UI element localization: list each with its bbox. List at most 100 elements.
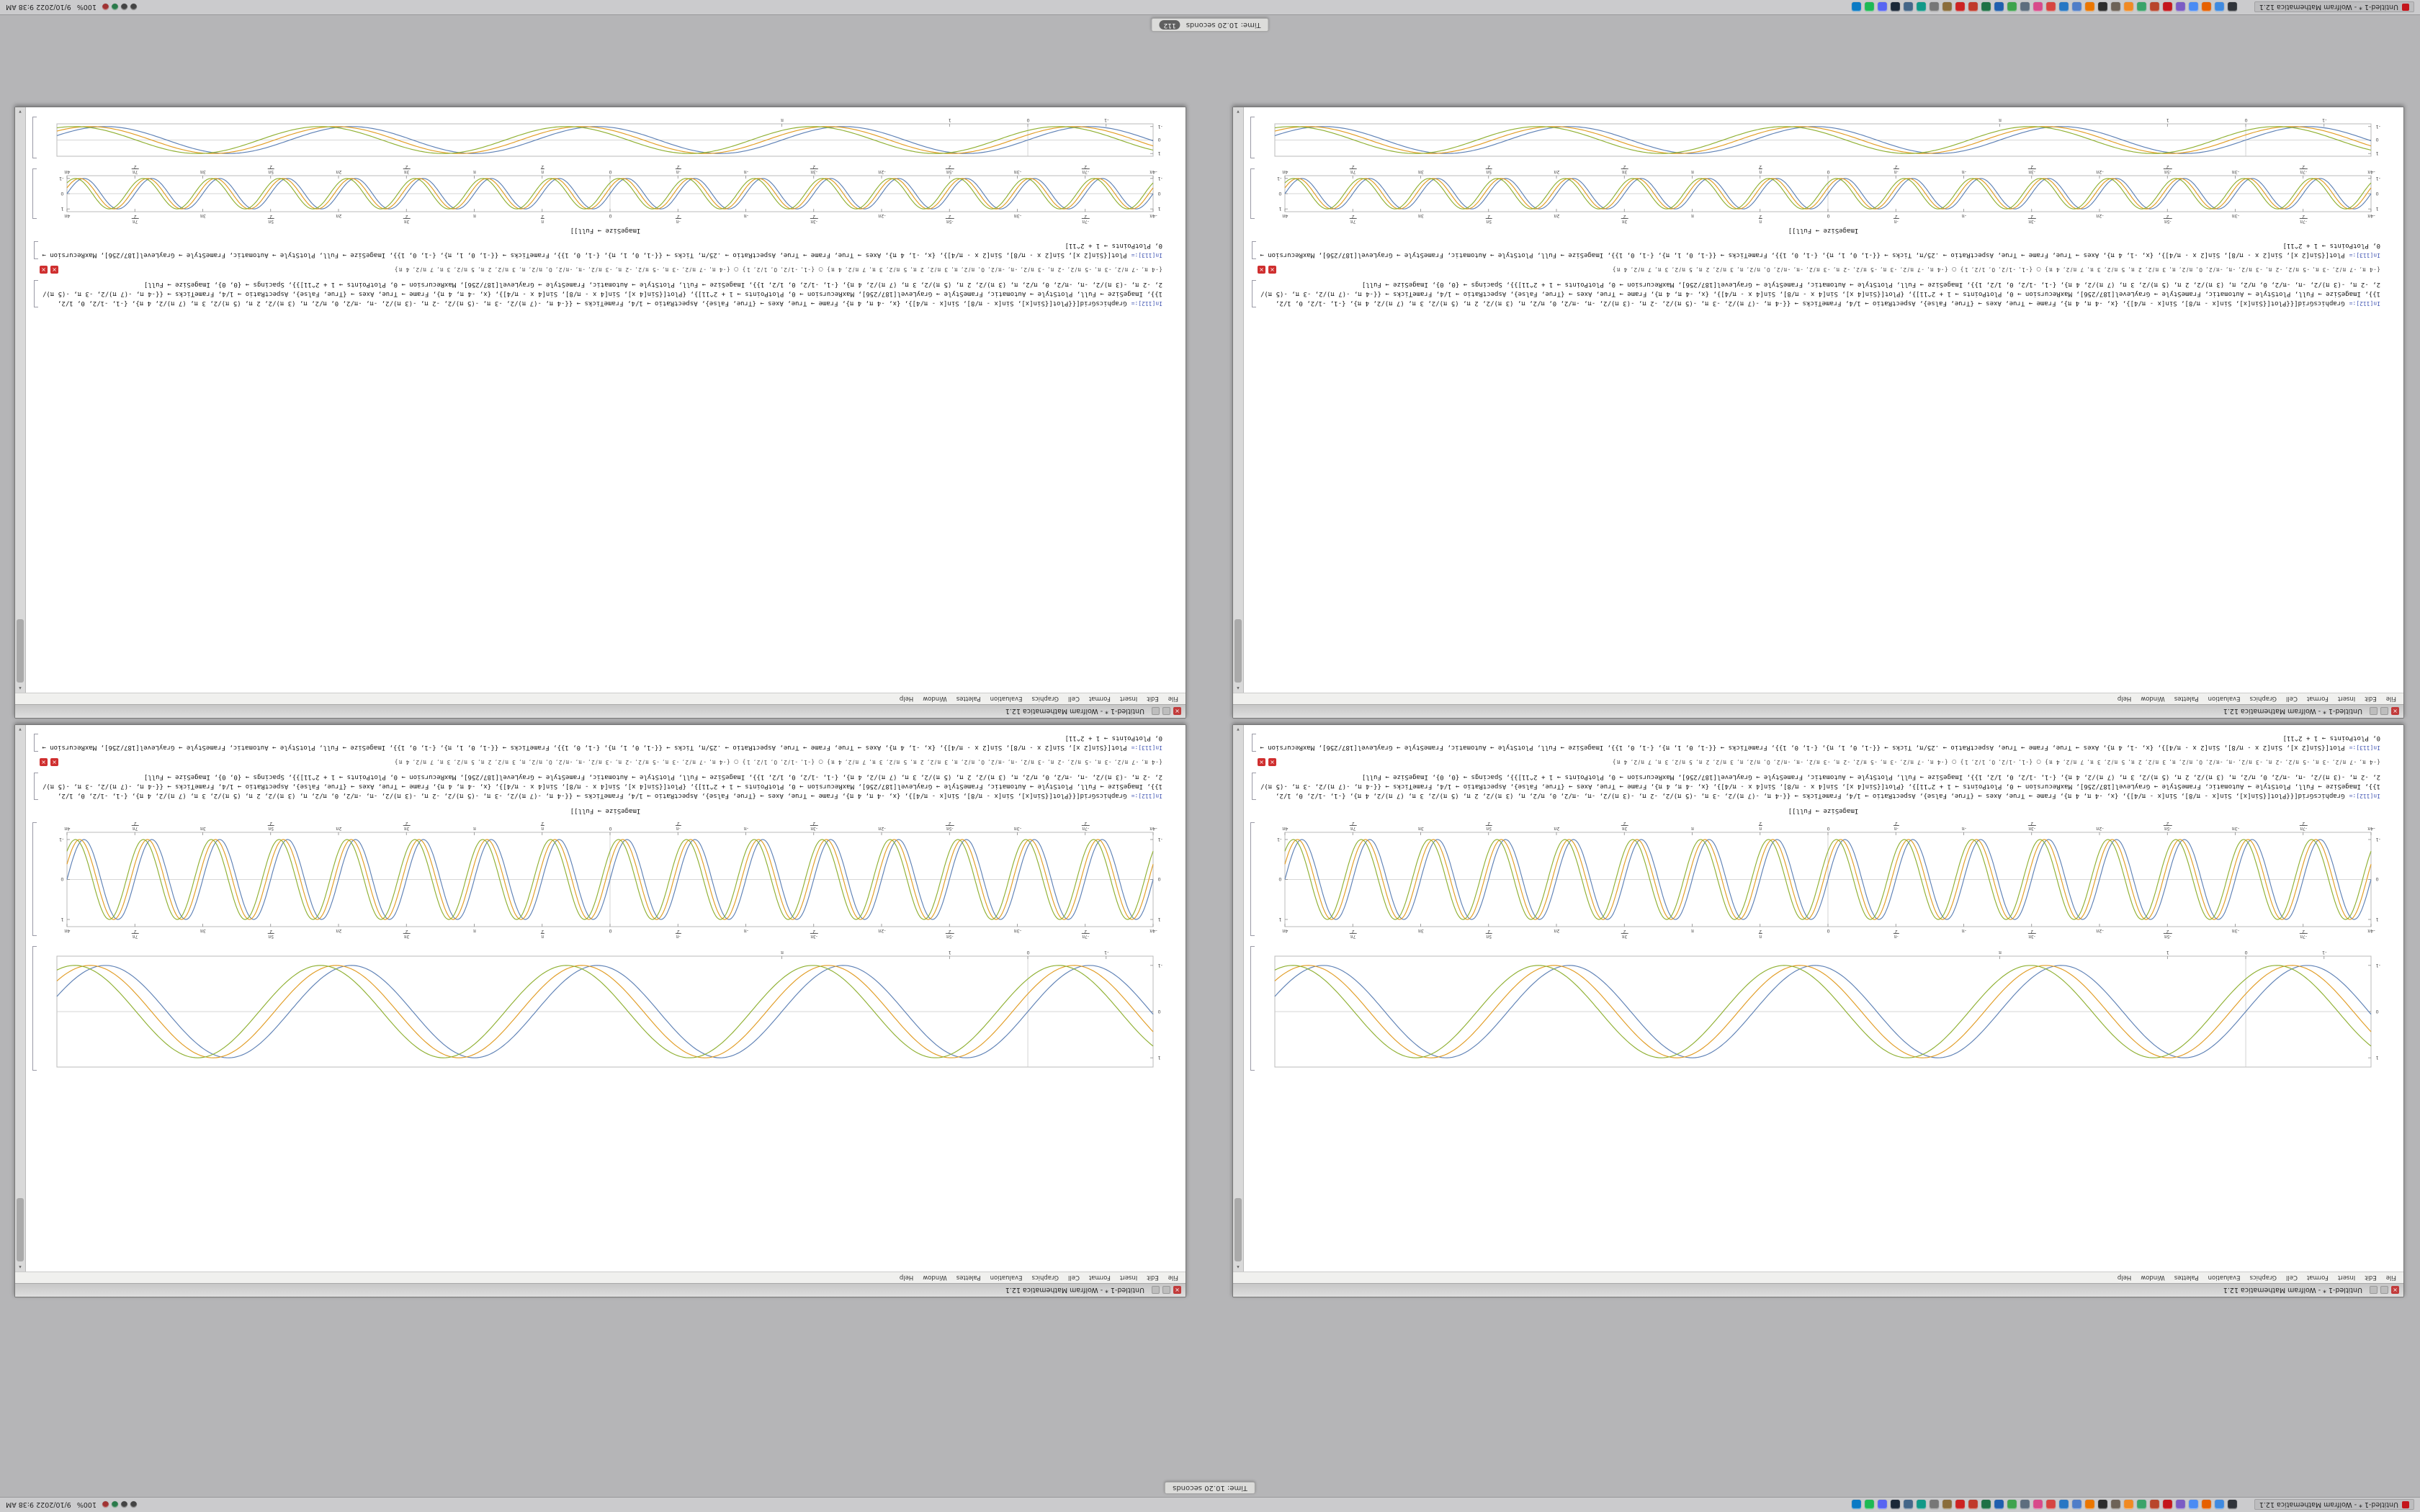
writer-icon[interactable] bbox=[1994, 1500, 2004, 1510]
terminal-icon[interactable] bbox=[2227, 1500, 2237, 1510]
menu-file[interactable]: File bbox=[2385, 695, 2396, 703]
maximize-button[interactable] bbox=[1152, 1286, 1160, 1295]
mathematica-window[interactable]: × Untitled-1 * - Wolfram Mathematica 12.… bbox=[14, 724, 1186, 1297]
scrollbar[interactable]: ▴ ▾ bbox=[15, 107, 26, 693]
system-monitor-icon[interactable] bbox=[1903, 1500, 1913, 1510]
menu-graphics[interactable]: Graphics bbox=[1031, 1274, 1059, 1282]
error-icon[interactable]: × bbox=[1268, 266, 1276, 274]
terminal-icon[interactable] bbox=[2227, 2, 2237, 12]
system-monitor-icon[interactable] bbox=[1903, 2, 1913, 12]
menu-edit[interactable]: Edit bbox=[2365, 695, 2377, 703]
window-titlebar[interactable]: × Untitled-1 * - Wolfram Mathematica 12.… bbox=[1233, 1283, 2403, 1297]
files-icon[interactable] bbox=[2214, 2, 2224, 12]
spreadsheet-icon[interactable] bbox=[1981, 2, 1991, 12]
menu-insert[interactable]: Insert bbox=[2337, 695, 2356, 703]
inkscape-icon[interactable] bbox=[2097, 2, 2107, 12]
close-button[interactable]: × bbox=[1173, 1286, 1181, 1295]
slides-icon[interactable] bbox=[1968, 1500, 1978, 1510]
steam-icon[interactable] bbox=[1890, 1500, 1900, 1510]
menu-cell[interactable]: Cell bbox=[1068, 695, 1080, 703]
scroll-thumb[interactable] bbox=[1234, 619, 1242, 683]
notebook-area[interactable]: In[112]:=GraphicsGrid[{{Plot[{Sin[x], Si… bbox=[15, 107, 1186, 693]
menu-graphics[interactable]: Graphics bbox=[2249, 1274, 2277, 1282]
mathematica-window[interactable]: × Untitled-1 * - Wolfram Mathematica 12.… bbox=[1232, 724, 2404, 1297]
firefox-icon[interactable] bbox=[2201, 2, 2211, 12]
menu-edit[interactable]: Edit bbox=[1147, 695, 1159, 703]
menu-palettes[interactable]: Palettes bbox=[956, 695, 981, 703]
kernel-icon[interactable] bbox=[2149, 2, 2159, 12]
pdf-viewer-icon[interactable] bbox=[1955, 2, 1965, 12]
mail-icon[interactable] bbox=[2058, 2, 2069, 12]
notebook-area[interactable]: In[112]:=GraphicsGrid[{{Plot[{Sin[x], Si… bbox=[1233, 725, 2403, 1272]
network-icon[interactable] bbox=[130, 1501, 137, 1508]
error-icon[interactable]: × bbox=[1258, 758, 1265, 766]
input-cell[interactable]: In[112]:=GraphicsGrid[{{Plot[{Sin[x], Si… bbox=[1249, 772, 2380, 801]
discord-icon[interactable] bbox=[1877, 1500, 1887, 1510]
vlc-icon[interactable] bbox=[2123, 2, 2133, 12]
error-icon[interactable]: × bbox=[1258, 266, 1265, 274]
clipboard-icon[interactable] bbox=[102, 4, 109, 11]
editor-icon[interactable] bbox=[2175, 1500, 2185, 1510]
chat-icon[interactable] bbox=[2007, 2, 2017, 12]
menu-palettes[interactable]: Palettes bbox=[2174, 695, 2199, 703]
taskbar-window-button[interactable]: Untitled-1 * - Wolfram Mathematica 12.1 bbox=[2254, 1, 2414, 13]
scroll-up-arrow[interactable]: ▴ bbox=[1237, 685, 1240, 691]
menu-format[interactable]: Format bbox=[2306, 1274, 2329, 1282]
maximize-button[interactable] bbox=[1152, 707, 1160, 716]
spotify-icon[interactable] bbox=[1864, 1500, 1874, 1510]
clipboard-icon[interactable] bbox=[102, 1501, 109, 1508]
error-icon[interactable]: × bbox=[1268, 758, 1276, 766]
volume-icon[interactable] bbox=[120, 1501, 127, 1508]
notebook-area[interactable]: In[112]:=GraphicsGrid[{{Plot[{Sin[x], Si… bbox=[1233, 107, 2403, 693]
menu-graphics[interactable]: Graphics bbox=[1031, 695, 1059, 703]
scrollbar[interactable]: ▴ ▾ bbox=[15, 725, 26, 1272]
clock[interactable]: 9/10/2022 9:38 AM bbox=[6, 1500, 71, 1509]
scroll-down-arrow[interactable]: ▾ bbox=[1237, 726, 1240, 732]
settings-icon[interactable] bbox=[1929, 2, 1939, 12]
code-icon[interactable] bbox=[1851, 2, 1861, 12]
menu-evaluation[interactable]: Evaluation bbox=[2208, 1274, 2241, 1282]
mathematica-icon[interactable] bbox=[2162, 1500, 2172, 1510]
blender-icon[interactable] bbox=[2084, 2, 2094, 12]
menu-edit[interactable]: Edit bbox=[1147, 1274, 1159, 1282]
menu-format[interactable]: Format bbox=[1088, 695, 1111, 703]
menu-evaluation[interactable]: Evaluation bbox=[2208, 695, 2241, 703]
menu-palettes[interactable]: Palettes bbox=[2174, 1274, 2199, 1282]
scroll-down-arrow[interactable]: ▾ bbox=[19, 726, 22, 732]
menu-window[interactable]: Window bbox=[923, 695, 947, 703]
input-cell[interactable]: In[112]:=GraphicsGrid[{{Plot[{Sin[x], Si… bbox=[1249, 279, 2380, 308]
spotify-icon[interactable] bbox=[1864, 2, 1874, 12]
battery-icon[interactable] bbox=[111, 1501, 118, 1508]
firefox-icon[interactable] bbox=[2201, 1500, 2211, 1510]
archive-icon[interactable] bbox=[1942, 2, 1952, 12]
calendar-icon[interactable] bbox=[2045, 1500, 2056, 1510]
minimize-button[interactable] bbox=[1162, 707, 1170, 716]
menu-palettes[interactable]: Palettes bbox=[956, 1274, 981, 1282]
files-icon[interactable] bbox=[2214, 1500, 2224, 1510]
notebook-area[interactable]: In[112]:=GraphicsGrid[{{Plot[{Sin[x], Si… bbox=[15, 725, 1186, 1272]
blender-icon[interactable] bbox=[2084, 1500, 2094, 1510]
menu-window[interactable]: Window bbox=[923, 1274, 947, 1282]
menu-help[interactable]: Help bbox=[2117, 1274, 2132, 1282]
menu-window[interactable]: Window bbox=[2141, 1274, 2165, 1282]
menu-insert[interactable]: Insert bbox=[1119, 1274, 1138, 1282]
close-button[interactable]: × bbox=[1173, 707, 1181, 716]
gimp-icon[interactable] bbox=[2110, 1500, 2120, 1510]
menu-evaluation[interactable]: Evaluation bbox=[990, 1274, 1023, 1282]
inkscape-icon[interactable] bbox=[2097, 1500, 2107, 1510]
menu-insert[interactable]: Insert bbox=[1119, 695, 1138, 703]
screenshot-icon[interactable] bbox=[1916, 2, 1926, 12]
slides-icon[interactable] bbox=[1968, 2, 1978, 12]
menu-cell[interactable]: Cell bbox=[1068, 1274, 1080, 1282]
vlc-icon[interactable] bbox=[2123, 1500, 2133, 1510]
network-icon[interactable] bbox=[130, 4, 137, 11]
image-viewer-icon[interactable] bbox=[2136, 2, 2146, 12]
menu-format[interactable]: Format bbox=[2306, 695, 2329, 703]
scroll-up-arrow[interactable]: ▴ bbox=[19, 685, 22, 691]
menu-insert[interactable]: Insert bbox=[2337, 1274, 2356, 1282]
menu-file[interactable]: File bbox=[2385, 1274, 2396, 1282]
menu-graphics[interactable]: Graphics bbox=[2249, 695, 2277, 703]
menu-cell[interactable]: Cell bbox=[2286, 695, 2298, 703]
error-icon[interactable]: × bbox=[50, 266, 58, 274]
taskbar-window-button[interactable]: Untitled-1 * - Wolfram Mathematica 12.1 bbox=[2254, 1499, 2414, 1511]
